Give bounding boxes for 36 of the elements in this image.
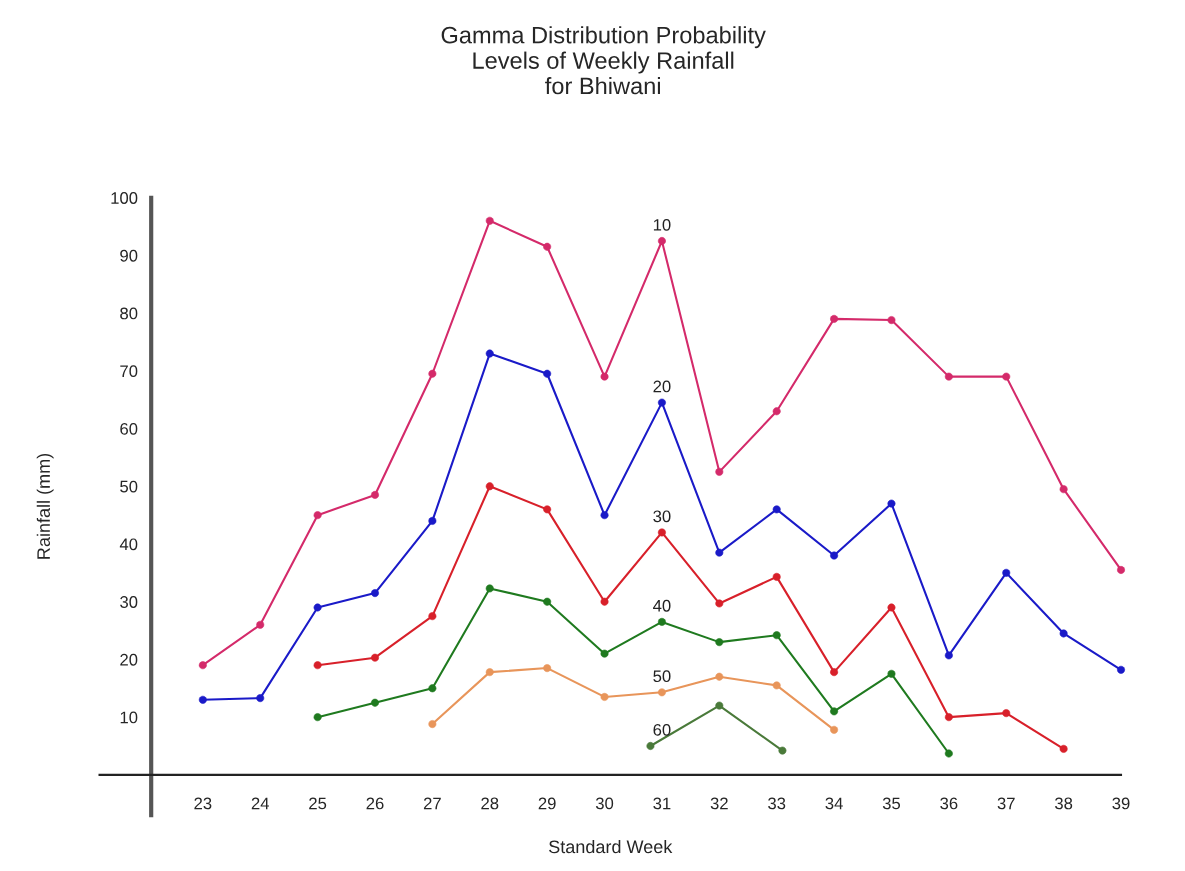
x-tick-label: 34	[825, 797, 843, 810]
x-tick-label: 23	[194, 797, 212, 810]
x-tick-label: 39	[1112, 797, 1130, 810]
series-label: 40	[653, 599, 671, 612]
x-tick-label: 38	[1054, 797, 1073, 810]
x-tick-label: 35	[882, 797, 901, 810]
series-label: 30	[653, 510, 671, 523]
x-tick-label: 29	[538, 797, 556, 810]
x-tick-label: 36	[940, 797, 958, 810]
y-tick-label: 80	[120, 307, 138, 320]
series-label: 60	[653, 723, 671, 736]
y-tick-label: 50	[120, 480, 138, 493]
x-tick-label: 37	[997, 797, 1015, 810]
y-tick-label: 20	[120, 653, 138, 666]
x-tick-label: 32	[710, 797, 728, 810]
y-tick-label: 90	[120, 249, 138, 262]
y-tick-label: 100	[111, 192, 138, 204]
series-label: 20	[653, 380, 671, 393]
y-tick-label: 10	[120, 711, 138, 724]
x-axis-title: Standard Week	[549, 839, 673, 854]
x-tick-label: 26	[366, 797, 384, 810]
x-tick-label: 33	[768, 797, 786, 810]
x-tick-label: 24	[251, 797, 269, 810]
y-tick-label: 60	[120, 422, 138, 435]
x-tick-label: 31	[653, 797, 671, 810]
series-label: 50	[653, 670, 671, 683]
series-label: 10	[653, 218, 671, 231]
x-tick-label: 30	[595, 797, 614, 810]
x-tick-label: 25	[309, 797, 327, 810]
x-tick-label: 27	[423, 797, 441, 810]
y-tick-label: 70	[120, 365, 138, 378]
y-tick-label: 40	[119, 538, 138, 551]
chart-title: Gamma Distribution Probability Levels of Weekly Rainfall for Bhiwani	[441, 26, 766, 95]
x-tick-label: 28	[481, 797, 499, 810]
y-tick-label: 30	[120, 596, 138, 608]
y-axis-title: Rainfall (mm)	[36, 453, 54, 559]
